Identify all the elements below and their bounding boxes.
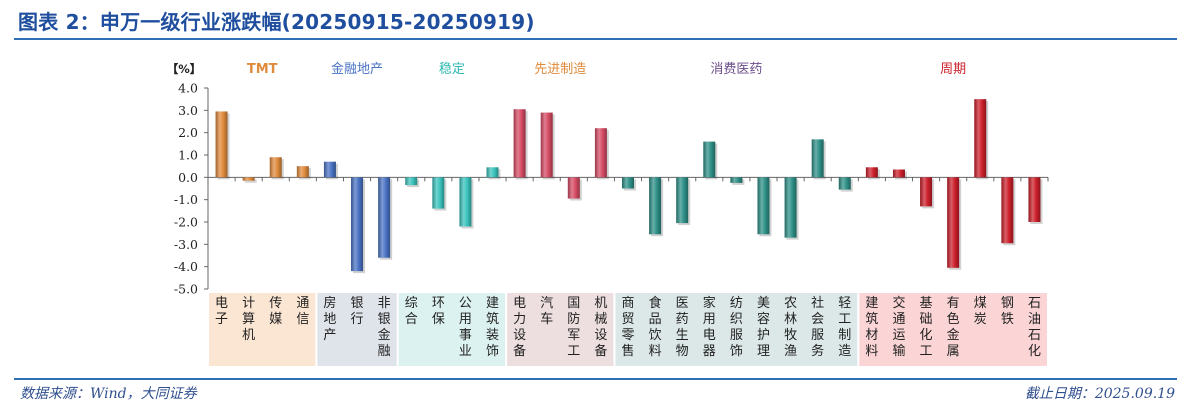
category-label: 通信 (296, 296, 309, 327)
category-label: 国防军工 (567, 296, 580, 359)
category-label: 家用电器 (703, 295, 716, 359)
category-label: 钢铁 (1001, 296, 1014, 327)
y-tick-label: 2.0 (178, 125, 198, 140)
as-of-date-note: 截止日期：2025.09.19 (1024, 386, 1175, 402)
category-label: 建筑材料 (865, 296, 878, 359)
group-band-3 (507, 293, 614, 366)
category-label: 机械设备 (594, 296, 607, 359)
category-label: 有色金属 (947, 296, 960, 359)
y-tick-label: 4.0 (178, 81, 198, 96)
category-label: 医药生物 (676, 296, 689, 359)
category-label: 食品饮料 (649, 295, 662, 359)
bar-有色金属 (947, 177, 960, 268)
bar-社会服务 (811, 139, 824, 178)
bar-医药生物 (676, 177, 689, 224)
chart-title: 图表 2：申万一级行业涨跌幅(20250915-20250919) (18, 10, 535, 34)
y-tick-label: -4.0 (174, 259, 198, 274)
category-label: 银行 (351, 296, 364, 327)
category-label: 电子 (215, 296, 228, 327)
title-divider (14, 38, 1177, 40)
bar-计算机 (242, 177, 255, 181)
category-label: 美容护理 (757, 296, 770, 359)
bar-家用电器 (703, 141, 716, 178)
bar-交通运输 (892, 169, 905, 178)
group-band-0 (209, 293, 316, 366)
category-label: 电力设备 (513, 296, 526, 359)
y-unit-label: 【%】 (167, 62, 202, 76)
y-tick-label: 3.0 (178, 103, 198, 118)
category-label: 公用事业 (459, 296, 472, 359)
industry-return-bar-chart: 4.0 3.0 2.0 1.0 0.0 -1.0 -2.0 -3.0 -4.0 -5.0 【%】 TM… (167, 61, 1049, 366)
category-label: 传媒 (269, 296, 282, 327)
category-label: 计算机 (242, 296, 255, 343)
group-label: 稳定 (439, 61, 465, 77)
group-band-2 (398, 293, 506, 366)
category-label: 商贸零售 (621, 296, 634, 359)
bar-轻工制造 (838, 177, 851, 190)
group-label: 周期 (940, 62, 966, 77)
bar-电子 (215, 111, 228, 178)
bar-传媒 (269, 157, 282, 178)
bar-国防军工 (567, 177, 580, 199)
category-label: 农林牧渔 (784, 296, 797, 359)
category-label: 非银金融 (378, 296, 391, 359)
bar-商贸零售 (622, 177, 634, 189)
bar-食品饮料 (649, 177, 662, 235)
group-band-1 (317, 293, 397, 366)
category-label: 石油石化 (1028, 296, 1041, 359)
bar-房地产 (323, 161, 336, 178)
data-source-note: 数据来源：Wind，大同证券 (20, 386, 197, 402)
category-label: 汽车 (540, 296, 553, 327)
category-label: 综合 (405, 296, 418, 327)
y-tick-label: -5.0 (174, 282, 198, 297)
category-label: 纺织服饰 (730, 296, 743, 359)
category-label: 交通运输 (892, 295, 905, 359)
bar-环保 (432, 177, 445, 209)
category-label: 建筑装饰 (486, 296, 499, 359)
y-tick-label: -2.0 (174, 215, 198, 230)
bar-建筑材料 (865, 167, 878, 178)
group-label: 消费医药 (710, 62, 762, 77)
bar-机械设备 (594, 128, 607, 178)
y-tick-label: -1.0 (174, 192, 198, 207)
bar-电力设备 (513, 109, 526, 178)
group-band-4 (615, 293, 858, 366)
y-tick-label: -3.0 (174, 237, 198, 252)
bar-石油石化 (1028, 177, 1041, 222)
group-band-5 (859, 293, 1047, 366)
group-label: 金融地产 (331, 61, 383, 77)
category-label: 煤炭 (974, 296, 987, 327)
bar-纺织服饰 (730, 177, 743, 183)
bar-农林牧渔 (784, 177, 797, 238)
footer-divider (14, 378, 1177, 380)
bar-基础化工 (920, 177, 933, 207)
bar-shadow (244, 179, 257, 183)
bar-建筑装饰 (486, 167, 499, 178)
bar-煤炭 (974, 99, 987, 178)
bar-银行 (351, 177, 364, 272)
category-label: 房地产 (323, 295, 336, 343)
y-tick-label: 1.0 (178, 148, 198, 163)
category-label: 轻工制造 (838, 296, 851, 359)
bar-汽车 (540, 112, 553, 178)
category-label: 环保 (432, 296, 445, 327)
bar-美容护理 (757, 177, 770, 235)
bar-综合 (405, 177, 418, 186)
bar-通信 (296, 166, 309, 178)
category-label: 基础化工 (920, 296, 933, 359)
group-label: 先进制造 (534, 62, 586, 77)
group-label: TMT (247, 62, 278, 77)
category-label: 社会服务 (811, 295, 824, 359)
bar-公用事业 (459, 177, 472, 227)
bar-钢铁 (1001, 177, 1014, 244)
bar-非银金融 (378, 177, 391, 258)
y-tick-label: 0.0 (178, 170, 198, 185)
